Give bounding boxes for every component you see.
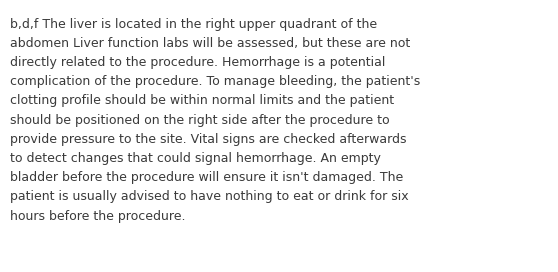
Text: b,d,f The liver is located in the right upper quadrant of the
abdomen Liver func: b,d,f The liver is located in the right … xyxy=(10,18,420,223)
